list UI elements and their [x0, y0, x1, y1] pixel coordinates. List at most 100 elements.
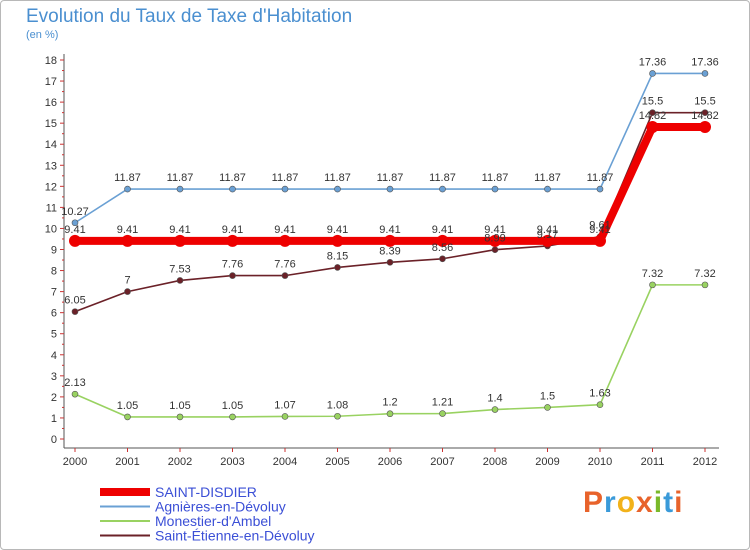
- logo-letter: i: [653, 486, 664, 519]
- data-point-agnieres-en-devoluy: [281, 185, 289, 193]
- data-label-saint-etienne-en-devoluy: 15.5: [694, 96, 715, 108]
- y-tick-label: 10: [45, 223, 57, 235]
- data-label-monestier-d-ambel: 1.4: [487, 393, 502, 405]
- data-point-saint-etienne-en-devoluy: [281, 272, 289, 279]
- data-label-agnieres-en-devoluy: 11.87: [114, 172, 141, 184]
- data-label-saint-etienne-en-devoluy: 8.56: [432, 242, 453, 254]
- data-point-saint-etienne-en-devoluy: [439, 255, 446, 263]
- data-point-agnieres-en-devoluy: [71, 219, 79, 227]
- y-tick-label: 15: [45, 118, 57, 130]
- data-point-agnieres-en-devoluy: [544, 185, 551, 193]
- legend-label: Saint-Étienne-en-Dévoluy: [155, 528, 315, 544]
- data-point-saint-disdier: [594, 234, 606, 247]
- x-tick-label: 2012: [693, 456, 717, 468]
- data-point-saint-etienne-en-devoluy: [176, 277, 184, 284]
- y-tick-label: 11: [46, 202, 57, 214]
- data-point-saint-disdier: [384, 234, 396, 247]
- x-tick-label: 2008: [483, 456, 507, 468]
- data-point-agnieres-en-devoluy: [176, 185, 184, 193]
- y-tick-label: 14: [45, 139, 57, 151]
- data-point-saint-etienne-en-devoluy: [491, 246, 499, 254]
- data-point-saint-disdier: [541, 234, 554, 247]
- y-tick-label: 12: [45, 181, 57, 193]
- data-point-agnieres-en-devoluy: [386, 185, 394, 193]
- y-tick-label: 17: [45, 76, 57, 88]
- data-point-monestier-d-ambel: [649, 281, 656, 289]
- data-label-saint-disdier: 9.41: [379, 224, 400, 236]
- data-label-monestier-d-ambel: 1.05: [117, 400, 138, 412]
- data-label-saint-disdier: 9.41: [274, 224, 295, 236]
- data-label-monestier-d-ambel: 1.07: [274, 399, 295, 411]
- data-label-saint-disdier: 14.82: [691, 110, 719, 122]
- y-tick-label: 0: [51, 434, 57, 446]
- data-label-saint-disdier: 9.41: [169, 224, 190, 236]
- data-label-monestier-d-ambel: 1.08: [327, 399, 348, 411]
- x-tick-label: 2005: [325, 456, 349, 468]
- chart-legend: SAINT-DISDIERAgnières-en-DévoluyMonestie…: [100, 484, 315, 544]
- data-labels: 10.27 11.87 11.87 11.87 11.87 11.87 11.87 11.87…: [61, 56, 719, 411]
- y-tick-label: 5: [51, 329, 57, 341]
- data-label-agnieres-en-devoluy: 11.87: [377, 172, 404, 184]
- data-label-monestier-d-ambel: 1.05: [169, 400, 190, 412]
- data-point-agnieres-en-devoluy: [439, 185, 446, 193]
- series-line-agnieres-en-devoluy: [74, 72, 705, 224]
- data-label-agnieres-en-devoluy: 11.87: [167, 172, 194, 184]
- data-point-saint-disdier: [226, 234, 239, 247]
- logo-letter: r: [604, 486, 617, 519]
- data-point-saint-etienne-en-devoluy: [124, 288, 131, 295]
- data-point-monestier-d-ambel: [596, 401, 604, 408]
- data-point-saint-disdier: [331, 234, 344, 247]
- data-label-saint-disdier: 9.41: [589, 224, 610, 236]
- data-label-saint-disdier: 9.41: [484, 224, 505, 236]
- y-tick-label: 3: [51, 371, 57, 383]
- data-point-agnieres-en-devoluy: [649, 70, 656, 77]
- chart-subtitle: (en %): [26, 29, 59, 41]
- y-tick-label: 16: [45, 97, 57, 109]
- data-point-saint-etienne-en-devoluy: [229, 272, 236, 279]
- y-tick-label: 6: [51, 308, 57, 320]
- data-point-monestier-d-ambel: [334, 412, 341, 420]
- legend-label: SAINT-DISDIER: [155, 484, 257, 500]
- data-point-saint-etienne-en-devoluy: [334, 264, 341, 271]
- data-label-agnieres-en-devoluy: 11.87: [587, 172, 614, 184]
- data-point-saint-etienne-en-devoluy: [386, 259, 394, 266]
- data-label-saint-etienne-en-devoluy: 7.76: [274, 259, 295, 271]
- chart-series: [69, 70, 711, 421]
- y-tick-label: 2: [51, 392, 57, 404]
- logo-letter: o: [616, 486, 637, 519]
- data-point-agnieres-en-devoluy: [229, 185, 236, 193]
- data-label-agnieres-en-devoluy: 11.87: [429, 172, 456, 184]
- data-label-saint-etienne-en-devoluy: 6.05: [64, 295, 85, 307]
- data-label-saint-disdier: 9.41: [222, 224, 243, 236]
- x-tick-label: 2009: [535, 456, 559, 468]
- data-label-saint-etienne-en-devoluy: 7.76: [222, 259, 243, 271]
- data-label-monestier-d-ambel: 1.5: [540, 390, 555, 402]
- data-point-saint-disdier: [436, 234, 449, 247]
- y-tick-label: 9: [51, 245, 57, 257]
- data-point-monestier-d-ambel: [439, 410, 446, 417]
- data-label-saint-etienne-en-devoluy: 9.17: [537, 229, 558, 241]
- x-tick-label: 2004: [273, 456, 297, 468]
- data-label-saint-etienne-en-devoluy: 9.61: [589, 220, 610, 232]
- proxiti-logo: Proxiti: [583, 486, 683, 520]
- data-point-saint-disdier: [646, 120, 659, 133]
- logo-letter: x: [636, 486, 654, 519]
- data-label-agnieres-en-devoluy: 11.87: [324, 172, 351, 184]
- data-point-saint-disdier: [174, 234, 186, 247]
- data-label-saint-disdier: 9.41: [432, 224, 453, 236]
- data-point-monestier-d-ambel: [281, 413, 289, 420]
- data-label-monestier-d-ambel: 1.05: [222, 400, 243, 412]
- data-point-monestier-d-ambel: [71, 390, 79, 398]
- data-point-saint-disdier: [699, 120, 711, 133]
- data-label-saint-etienne-en-devoluy: 7.53: [169, 263, 190, 275]
- data-point-agnieres-en-devoluy: [596, 185, 604, 193]
- data-point-agnieres-en-devoluy: [491, 185, 499, 193]
- data-label-saint-etienne-en-devoluy: 8.99: [484, 233, 505, 245]
- data-point-agnieres-en-devoluy: [124, 185, 131, 193]
- data-point-agnieres-en-devoluy: [701, 70, 709, 77]
- data-point-saint-etienne-en-devoluy: [701, 109, 709, 116]
- data-label-saint-disdier: 9.41: [537, 224, 558, 236]
- data-point-monestier-d-ambel: [176, 413, 184, 421]
